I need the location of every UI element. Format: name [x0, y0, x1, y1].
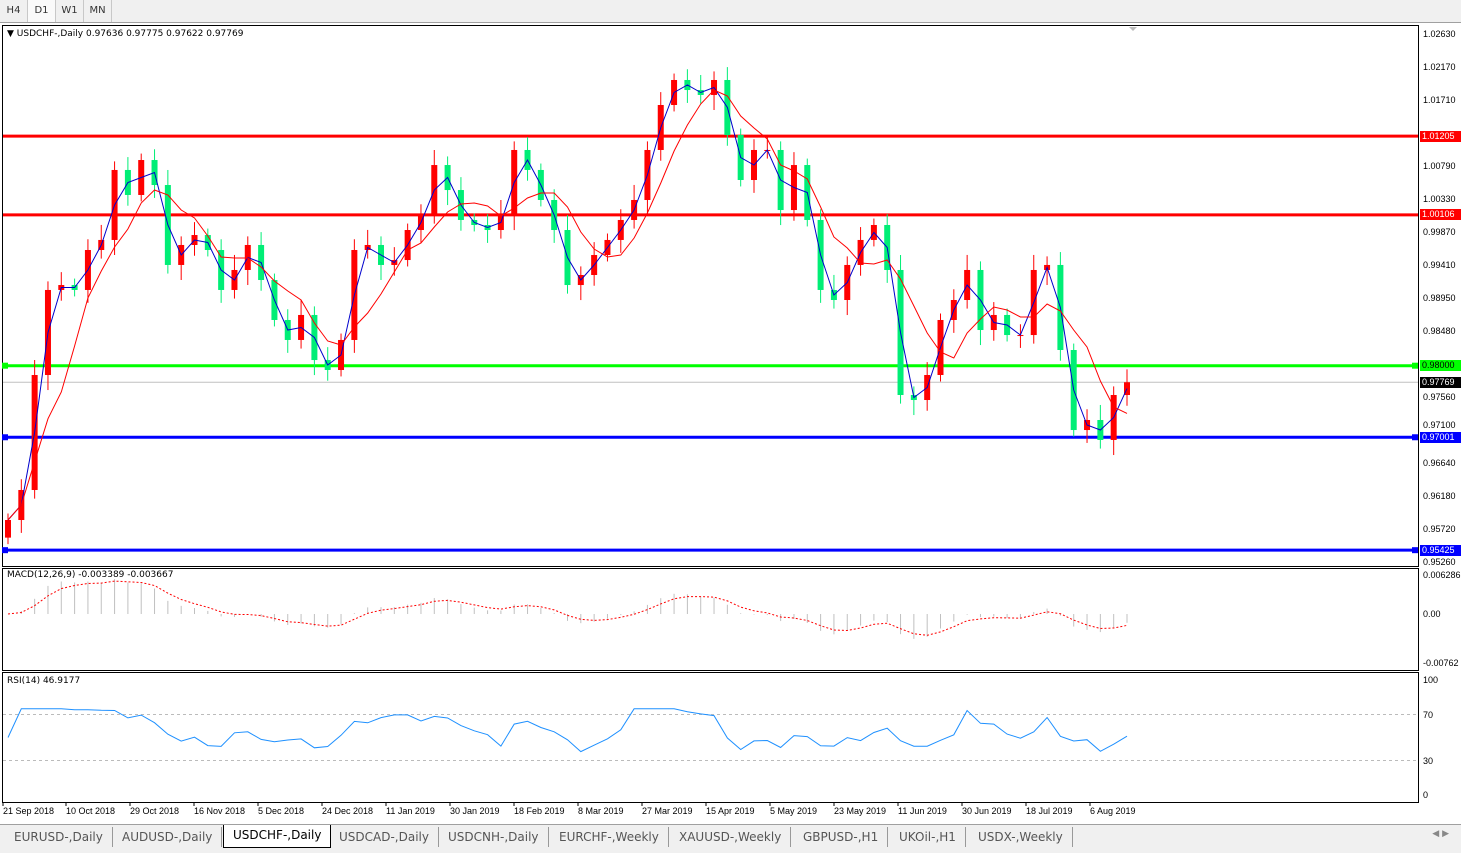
date-tick: 10 Oct 2018 [66, 806, 116, 816]
date-tick: 29 Oct 2018 [130, 806, 180, 816]
level-price-label: 0.95425 [1420, 544, 1461, 556]
price-tick: 1.02630 [1423, 29, 1456, 39]
timeframe-h4-button[interactable]: H4 [0, 0, 28, 22]
chart-tab[interactable]: GBPUSD-,H1 [794, 827, 889, 847]
chart-tab[interactable]: XAUUSD-,Weekly [670, 827, 792, 847]
tab-scroll-arrows-icon[interactable]: ◀ ▶ [1432, 829, 1449, 839]
chart-tab[interactable]: AUDUSD-,Daily [113, 827, 223, 847]
level-price-label: 1.01205 [1420, 130, 1461, 142]
macd-signal-line [7, 580, 1128, 636]
level-price-label: 0.97001 [1420, 431, 1461, 443]
price-tick: 0.99410 [1423, 259, 1456, 270]
price-tick: 0.98480 [1423, 326, 1456, 337]
timeframe-toolbar: H4 D1 W1 MN [0, 0, 1461, 23]
main-panel-frame [2, 25, 1419, 567]
chart-tab[interactable]: USDCAD-,Daily [330, 827, 439, 847]
price-tick: 0.98950 [1423, 292, 1456, 303]
rsi-tick: 100 [1423, 675, 1439, 685]
date-tick: 30 Jan 2019 [450, 806, 500, 816]
date-tick: 11 Jun 2019 [898, 806, 947, 816]
date-tick: 16 Nov 2018 [194, 806, 246, 816]
symbol-ohlc: USDCHF-,Daily 0.97636 0.97775 0.97622 0.… [16, 29, 244, 39]
price-tick: 1.00330 [1423, 193, 1456, 204]
rsi-tick: 70 [1423, 709, 1434, 720]
date-tick: 11 Jan 2019 [386, 806, 435, 816]
price-tick: 1.01710 [1423, 94, 1456, 105]
candle [5, 520, 11, 538]
chart-tab[interactable]: EURCHF-,Weekly [550, 827, 669, 847]
date-tick: 27 Mar 2019 [642, 806, 693, 816]
macd-tick: 0.00 [1423, 609, 1441, 619]
chart-tab[interactable]: EURUSD-,Daily [5, 827, 113, 847]
moving-average-slow [7, 89, 1128, 521]
chart-tabs: ◀ ▶ EURUSD-,Daily AUDUSD-,Daily USDCHF-,Da… [0, 824, 1461, 853]
level-price-label: 0.98000 [1420, 360, 1461, 372]
price-tick: 0.97100 [1423, 420, 1456, 431]
date-tick: 23 May 2019 [834, 806, 887, 816]
level-handle [2, 362, 8, 369]
level-handle [2, 434, 8, 441]
chart-tab[interactable]: USDCHF-,Daily [223, 825, 332, 848]
rsi-tick: 0 [1423, 790, 1429, 800]
timeframe-mn-button[interactable]: MN [84, 0, 112, 22]
rsi-line [7, 708, 1128, 753]
date-tick: 18 Feb 2019 [514, 806, 565, 816]
price-tick: 0.95720 [1423, 524, 1456, 535]
price-scale[interactable]: 1.02630 1.02170 1.01710 1.00790 1.00330 0.998… [1419, 25, 1461, 805]
date-tick: 30 Jun 2019 [962, 806, 1012, 816]
date-tick: 24 Dec 2018 [322, 806, 374, 816]
level-price-label: 1.00106 [1420, 209, 1461, 221]
date-tick: 21 Sep 2018 [3, 806, 55, 816]
timeframe-d1-button[interactable]: D1 [28, 0, 56, 22]
price-tick: 0.96180 [1423, 491, 1456, 502]
chart-tab[interactable]: UKOil-,H1 [890, 827, 966, 847]
level-handle [1412, 547, 1418, 554]
price-tick: 1.00790 [1423, 160, 1456, 171]
level-handle [1412, 362, 1418, 369]
rsi-tick: 30 [1423, 755, 1434, 766]
date-tick: 8 Mar 2019 [578, 806, 624, 816]
price-tick: 0.97560 [1423, 392, 1456, 403]
date-tick: 6 Aug 2019 [1090, 806, 1136, 816]
level-handle [1412, 434, 1418, 441]
level-handle [2, 547, 8, 554]
macd-tick: 0.006286 [1423, 570, 1461, 580]
moving-average-fast [7, 84, 1128, 521]
macd-panel-frame [2, 568, 1419, 671]
rsi-panel-frame [2, 672, 1419, 803]
rsi-label: RSI(14) 46.9177 [7, 676, 81, 686]
macd-label: MACD(12,26,9) -0.003389 -0.003667 [7, 570, 174, 580]
price-tick: 1.02170 [1423, 61, 1456, 72]
date-tick: 15 Apr 2019 [706, 806, 755, 816]
chart-legend: ▼ USDCHF-,Daily 0.97636 0.97775 0.97622 … [7, 29, 243, 39]
date-tick: 5 Dec 2018 [258, 806, 305, 816]
date-tick: 5 May 2019 [770, 806, 818, 816]
timeframe-w1-button[interactable]: W1 [56, 0, 84, 22]
collapse-triangle-icon[interactable]: ▼ [7, 29, 17, 39]
price-tick: 0.96640 [1423, 458, 1456, 469]
chart-tab[interactable]: USDX-,Weekly [969, 827, 1073, 847]
current-price-label: 0.97769 [1420, 376, 1461, 388]
date-tick: 18 Jul 2019 [1026, 806, 1073, 816]
price-tick: 0.95260 [1423, 557, 1456, 568]
price-tick: 0.99870 [1423, 226, 1456, 237]
macd-tick: -0.00762 [1423, 658, 1459, 668]
chart-tab[interactable]: USDCNH-,Daily [439, 827, 549, 847]
shift-marker-icon [1129, 27, 1137, 31]
